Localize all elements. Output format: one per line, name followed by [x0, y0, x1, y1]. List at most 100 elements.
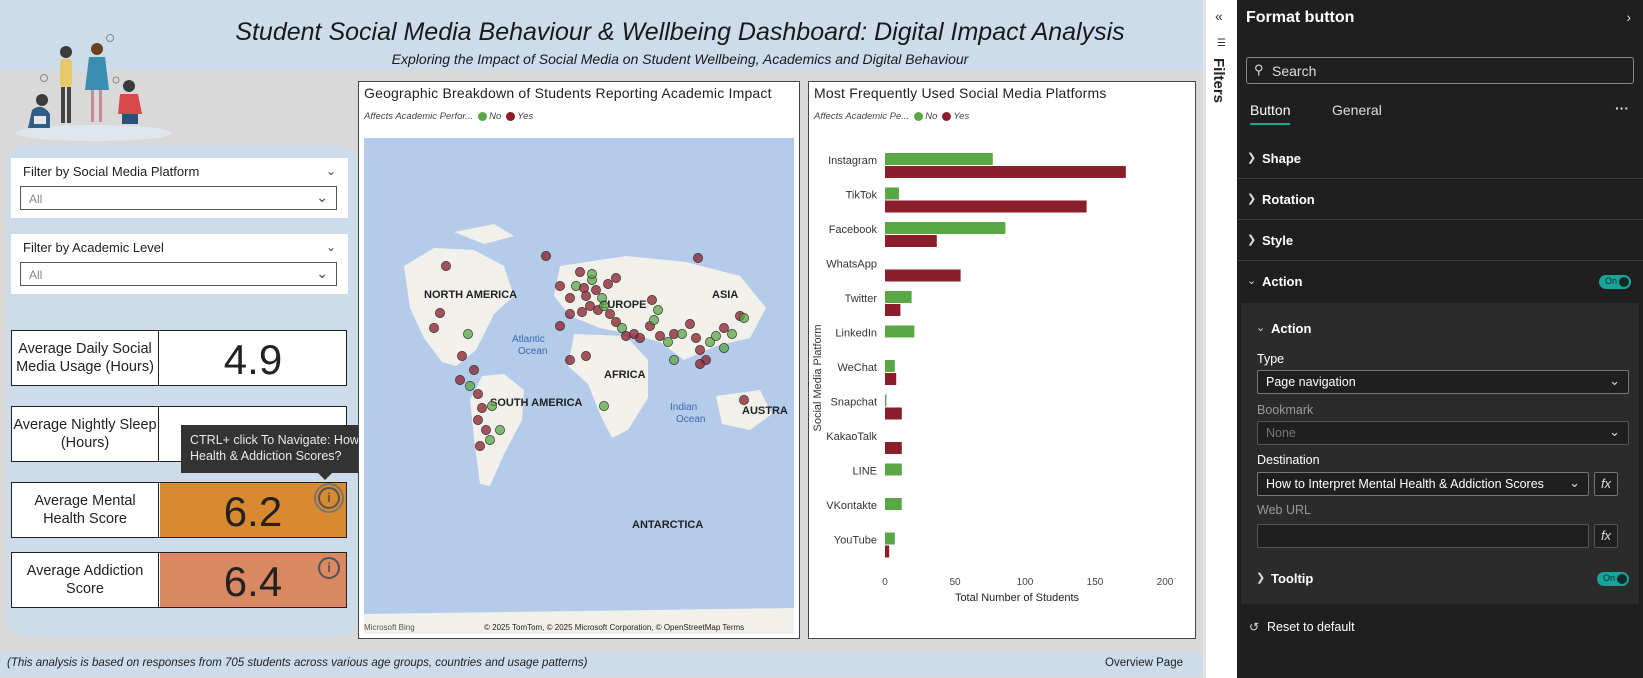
chevron-down-icon: ⌄ — [1569, 475, 1580, 490]
report-subtitle: Exploring the Impact of Social Media on … — [391, 51, 969, 67]
fx-button[interactable]: fx — [1594, 472, 1618, 496]
map-student-point — [455, 375, 465, 385]
map-student-point — [585, 301, 595, 311]
y-tick-label: KakaoTalk — [826, 431, 877, 443]
students-illustration — [16, 34, 172, 141]
map-student-point — [487, 401, 497, 411]
map-student-point — [719, 323, 729, 333]
map-student-point — [457, 351, 467, 361]
map-student-point — [495, 425, 505, 435]
y-tick-label: Facebook — [829, 224, 878, 236]
slicer-academic-level[interactable]: Filter by Academic Level ⌄ All ⌄ — [11, 234, 348, 294]
legend-no[interactable]: No — [914, 111, 937, 122]
bar-chart-plot[interactable]: Social Media Platform Instagram TikTok Face… — [809, 138, 1195, 638]
search-icon: ⚲ — [1254, 62, 1264, 77]
section-rotation[interactable]: ❯ Rotation — [1237, 180, 1643, 220]
map-student-point — [611, 317, 621, 327]
map-student-point — [555, 321, 565, 331]
y-tick-label: VKontakte — [826, 500, 877, 512]
section-shape[interactable]: ❯ Shape — [1237, 139, 1643, 179]
map-student-point — [599, 301, 609, 311]
map-student-point — [705, 337, 715, 347]
page-tab[interactable]: Overview Page — [1105, 657, 1183, 669]
action-card: ⌄ Action Type Page navigation ⌄ Bookmark … — [1241, 303, 1639, 604]
tooltip-toggle[interactable]: On — [1597, 572, 1629, 586]
slicer-dropdown[interactable]: All ⌄ — [20, 262, 337, 286]
reset-to-default-button[interactable]: Reset to default — [1267, 620, 1355, 634]
pane-title: Format button — [1246, 9, 1355, 26]
map-student-point — [481, 425, 491, 435]
map-region-label: ANTARCTICA — [632, 519, 703, 531]
info-icon[interactable]: i — [318, 557, 340, 579]
map-student-point — [475, 441, 485, 451]
collapse-icon[interactable]: « — [1215, 8, 1223, 24]
section-tooltip[interactable]: ❯ Tooltip On — [1241, 559, 1639, 599]
tab-button[interactable]: Button — [1250, 102, 1291, 125]
y-tick-label: WhatsApp — [826, 259, 877, 271]
map-student-point — [577, 307, 587, 317]
map-student-point — [469, 365, 479, 375]
map-region-label: NORTH AMERICA — [424, 289, 517, 301]
slicer-dropdown[interactable]: All ⌄ — [20, 186, 337, 210]
map-student-point — [587, 269, 597, 279]
destination-dropdown[interactable]: How to Interpret Mental Health & Addicti… — [1257, 472, 1589, 496]
filters-label[interactable]: Filters — [1210, 58, 1227, 104]
map-student-point — [581, 291, 591, 301]
action-toggle[interactable]: On — [1599, 275, 1631, 289]
map-attribution[interactable]: © 2025 TomTom, © 2025 Microsoft Corporat… — [484, 623, 745, 632]
tab-general[interactable]: General — [1332, 102, 1382, 118]
slicer-social-media-platform[interactable]: Filter by Social Media Platform ⌄ All ⌄ — [11, 158, 348, 218]
bar-no — [885, 222, 1006, 234]
legend-yes[interactable]: Yes — [506, 111, 533, 122]
map-visual[interactable]: Geographic Breakdown of Students Reporti… — [358, 81, 800, 639]
info-icon[interactable]: i — [314, 483, 344, 513]
map-student-point — [739, 395, 749, 405]
map-region-label: AUSTRA — [742, 405, 788, 417]
x-tick-label: 50 — [949, 577, 961, 588]
map-student-point — [691, 333, 701, 343]
fx-button[interactable]: fx — [1594, 524, 1618, 548]
y-tick-label: YouTube — [834, 535, 877, 547]
chevron-down-icon: ⌄ — [1609, 373, 1620, 388]
bar-yes — [885, 304, 901, 316]
bar-chart-visual[interactable]: Most Frequently Used Social Media Platfo… — [808, 81, 1196, 639]
chevron-right-icon: ❯ — [1247, 152, 1257, 164]
chevron-down-icon: ⌄ — [1256, 322, 1266, 334]
map-student-point — [677, 329, 687, 339]
chevron-down-icon: ⌄ — [1609, 424, 1620, 439]
legend-yes[interactable]: Yes — [942, 111, 969, 122]
map-student-point — [581, 351, 591, 361]
world-map[interactable]: NORTH AMERICA EUROPE ASIA Atlantic Ocean AFRI… — [364, 138, 794, 634]
chevron-down-icon[interactable]: ⌄ — [325, 240, 336, 254]
map-student-point — [685, 319, 695, 329]
map-student-point — [465, 381, 475, 391]
bing-logo: Microsoft Bing — [364, 623, 415, 632]
more-options-icon[interactable]: ··· — [1615, 100, 1629, 116]
bar-yes — [885, 373, 897, 385]
map-student-point — [649, 315, 659, 325]
map-student-point — [435, 308, 445, 318]
bar-yes — [885, 545, 890, 558]
y-axis-title: Social Media Platform — [812, 325, 824, 432]
footer-note: (This analysis is based on responses fro… — [7, 657, 588, 669]
bar-yes — [885, 407, 902, 420]
section-action[interactable]: ⌄ Action On — [1237, 262, 1643, 302]
search-input[interactable]: ⚲ Search — [1246, 57, 1634, 84]
bar-yes — [885, 235, 937, 247]
type-dropdown[interactable]: Page navigation ⌄ — [1257, 370, 1629, 394]
bar-yes — [885, 269, 961, 282]
bar-no — [885, 532, 895, 545]
filters-pane-collapsed[interactable]: « ☰ Filters — [1205, 0, 1237, 678]
map-canvas[interactable]: NORTH AMERICA EUROPE ASIA Atlantic Ocean AFRI… — [364, 138, 794, 634]
kpi-value: 6.4 — [160, 553, 346, 607]
y-tick-label: WeChat — [837, 362, 877, 374]
kpi-mental-health: Average Mental Health Score 6.2 i — [11, 482, 347, 538]
legend-no[interactable]: No — [478, 111, 501, 122]
y-tick-label: LinkedIn — [835, 328, 877, 340]
bar-no — [885, 360, 895, 372]
chevron-right-icon[interactable]: › — [1626, 9, 1631, 25]
x-tick-label: 100 — [1017, 577, 1034, 588]
chevron-down-icon[interactable]: ⌄ — [325, 164, 336, 178]
section-style[interactable]: ❯ Style — [1237, 221, 1643, 261]
map-student-point — [635, 333, 645, 343]
